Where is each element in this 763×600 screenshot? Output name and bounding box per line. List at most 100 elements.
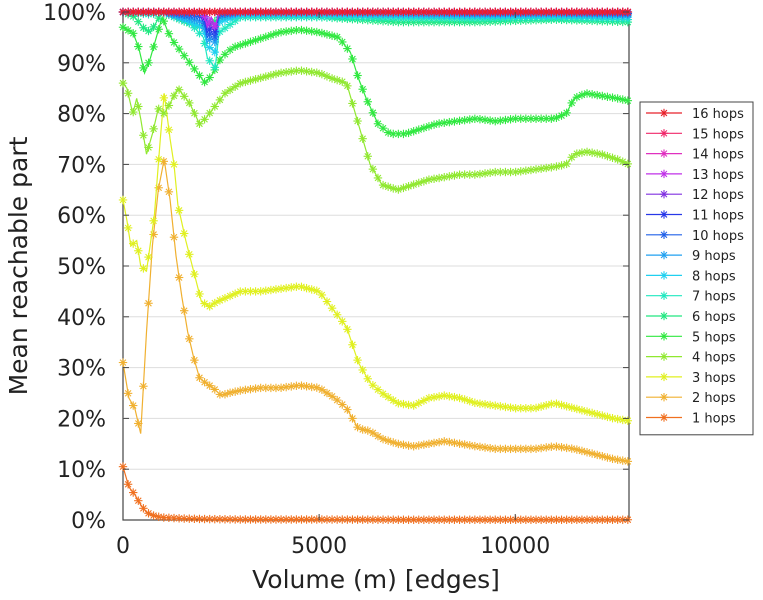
legend-marker (659, 230, 669, 239)
data-point (174, 44, 184, 54)
data-point (225, 45, 235, 55)
data-point (179, 92, 189, 101)
data-point (582, 147, 592, 157)
legend-marker (659, 250, 669, 260)
data-point (210, 102, 219, 111)
data-point (348, 340, 357, 349)
data-point (363, 515, 372, 524)
data-point (582, 407, 592, 416)
legend-marker (659, 332, 669, 341)
data-point (302, 7, 311, 17)
legend-item: 7 hops (646, 290, 736, 305)
data-point (567, 153, 576, 162)
legend-marker (659, 372, 669, 382)
data-point (475, 169, 485, 179)
data-point (613, 414, 622, 424)
data-point (205, 73, 214, 82)
data-point (603, 515, 612, 524)
legend-item: 6 hops (646, 310, 736, 325)
data-point (536, 114, 546, 123)
data-point (480, 400, 490, 409)
data-point (128, 401, 138, 410)
data-point (419, 440, 429, 449)
data-point (593, 410, 602, 419)
data-point (271, 69, 281, 79)
data-point (587, 449, 597, 458)
data-point (582, 448, 592, 457)
data-point (210, 22, 219, 31)
data-point (424, 7, 434, 17)
data-point (149, 124, 158, 134)
data-point (123, 480, 133, 489)
y-tick-label: 30% (57, 357, 106, 382)
data-point (261, 7, 270, 17)
data-point (338, 317, 347, 326)
data-point (485, 515, 495, 524)
data-point (322, 30, 332, 39)
data-point (394, 7, 403, 17)
data-point (144, 252, 153, 262)
data-point (200, 377, 209, 387)
data-point (577, 446, 587, 456)
data-point (139, 23, 148, 32)
legend-marker (659, 413, 669, 422)
data-point (343, 325, 352, 334)
data-point (567, 444, 576, 453)
y-tick-label: 90% (57, 52, 106, 77)
data-point (368, 428, 378, 438)
data-point (358, 85, 367, 94)
data-point (164, 125, 174, 135)
data-point (562, 159, 571, 169)
data-point (618, 456, 627, 465)
legend-marker (659, 108, 669, 118)
data-point (567, 98, 576, 108)
data-point (526, 444, 536, 454)
data-point (185, 58, 194, 67)
data-point (169, 91, 179, 101)
data-point (516, 7, 525, 17)
data-point (154, 13, 163, 23)
legend-marker (659, 169, 669, 179)
data-point (608, 93, 617, 102)
data-point (348, 99, 357, 108)
data-point (536, 402, 546, 411)
data-point (210, 385, 219, 394)
data-point (281, 67, 291, 77)
legend-item: 12 hops (646, 188, 744, 203)
x-tick-label: 0 (116, 534, 130, 559)
legend-box (639, 101, 754, 436)
data-point (598, 411, 607, 420)
data-point (246, 287, 255, 296)
data-point (230, 82, 240, 91)
data-point (445, 172, 454, 181)
data-point (419, 515, 429, 524)
data-point (440, 172, 449, 182)
data-point (429, 393, 439, 402)
data-point (409, 7, 418, 17)
data-point (149, 22, 158, 32)
data-point (501, 115, 510, 125)
series-4-hops (118, 66, 633, 194)
data-point (455, 515, 464, 524)
legend-label: 15 hops (692, 127, 744, 142)
data-point (450, 392, 459, 402)
data-point (159, 93, 168, 103)
data-point (608, 454, 617, 464)
data-point (317, 385, 327, 394)
legend-item: 9 hops (646, 249, 736, 264)
data-point (338, 7, 347, 17)
data-point (322, 7, 332, 17)
data-point (144, 299, 153, 308)
data-point (134, 102, 143, 111)
data-point (562, 515, 571, 524)
legend-label: 16 hops (692, 107, 744, 122)
data-point (205, 514, 214, 524)
series-line (122, 466, 629, 521)
data-point (205, 16, 214, 26)
data-point (292, 515, 301, 524)
data-point (399, 129, 408, 139)
data-point (480, 443, 490, 452)
data-point (134, 42, 143, 51)
data-point (348, 414, 357, 423)
data-point (562, 7, 571, 17)
